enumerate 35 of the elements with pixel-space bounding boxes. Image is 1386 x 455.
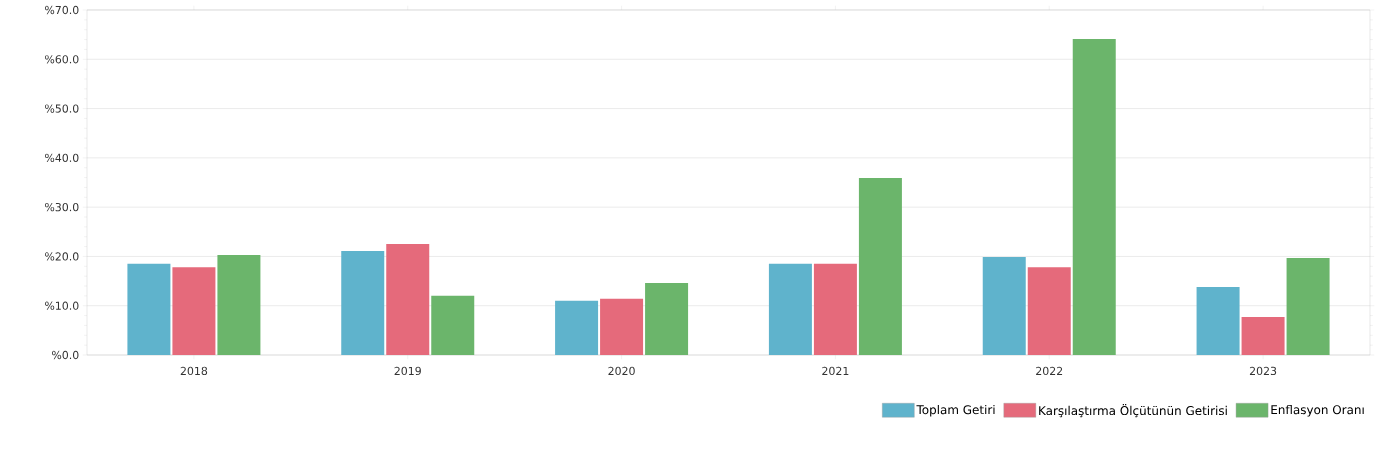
bar [555, 300, 599, 355]
y-tick-label: %30.0 [45, 203, 79, 212]
bar [645, 283, 689, 355]
bar [341, 251, 385, 355]
bar [431, 295, 475, 355]
bar [1241, 317, 1285, 355]
legend-label: Karşılaştırma Ölçütünün Getirisi [1039, 404, 1227, 418]
legend-label: Enflasyon Oranı [1271, 404, 1364, 417]
x-tick-label: 2021 [822, 366, 849, 376]
y-tick-label: %70.0 [45, 5, 79, 15]
x-tick-label: 2020 [608, 366, 635, 376]
x-tick-label: 2022 [1036, 366, 1063, 376]
bar [1196, 286, 1240, 355]
legend-label: Toplam Getiri [916, 404, 995, 417]
y-tick-label: %10.0 [45, 301, 79, 310]
y-tick-label: %50.0 [45, 104, 79, 113]
bar [982, 256, 1026, 355]
bar [172, 267, 216, 355]
bar [127, 263, 171, 355]
x-tick-label: 2018 [180, 366, 208, 376]
bar [1072, 39, 1116, 355]
y-tick-label: %0.0 [52, 350, 79, 360]
y-tick-label: %60.0 [45, 55, 79, 64]
bar [858, 178, 902, 355]
bar [600, 298, 644, 355]
bar [1027, 267, 1071, 355]
y-tick-label: %20.0 [45, 252, 79, 261]
bar [1286, 257, 1330, 355]
bar [813, 263, 857, 355]
x-tick-label: 2023 [1249, 366, 1277, 376]
x-tick-label: 2019 [394, 366, 421, 376]
bar [217, 254, 261, 355]
y-tick-label: %40.0 [45, 153, 79, 162]
bar [386, 244, 430, 355]
bar [768, 263, 812, 355]
